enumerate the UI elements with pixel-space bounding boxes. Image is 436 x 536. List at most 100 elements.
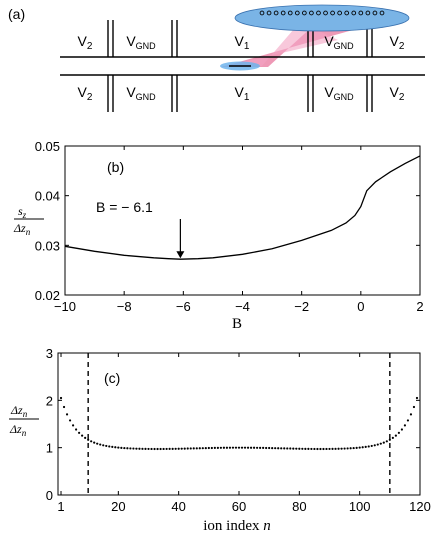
panel-c-point	[201, 447, 204, 450]
top-electrode-3-main: V	[235, 33, 245, 49]
bottom-electrode-1-main: V	[78, 84, 88, 100]
panel-c-point	[262, 446, 265, 450]
panel-c-xlabel-main: ion index	[203, 518, 263, 534]
panel-b-ticks: −10 −8 −6 −4 −2 0 2 0.02 0.03 0.04 0.05	[35, 139, 424, 314]
panel-c-point	[150, 447, 153, 451]
panel-c-point	[177, 447, 180, 450]
panel-b-ytick-label: 0.03	[35, 238, 60, 253]
panel-c-point	[307, 447, 310, 450]
panel-c-point	[213, 446, 216, 450]
panel-c-point	[349, 447, 352, 450]
panel-c-point	[243, 446, 247, 449]
bottom-electrode-5-main: V	[390, 84, 400, 100]
panel-b-ylabel-num: s	[18, 204, 23, 218]
panel-c-point	[147, 447, 150, 451]
laser-beam-inner	[225, 22, 338, 66]
panel-c-point	[310, 447, 313, 451]
panel-c-point	[156, 447, 159, 451]
panel-c-point	[222, 446, 226, 449]
panel-c-point	[382, 441, 385, 444]
top-electrode-5: V2	[390, 33, 405, 52]
panel-b-ytick-label: 0.04	[35, 189, 60, 204]
panel-c-ylabel-den: Δz	[9, 422, 22, 436]
panel-c-point	[186, 447, 189, 450]
ion-8	[309, 10, 314, 16]
panel-c-point	[117, 446, 120, 449]
bottom-electrode-4: VGND	[324, 84, 354, 102]
ion-15	[358, 10, 364, 16]
panel-c-point	[183, 447, 186, 450]
panel-c-point	[361, 446, 364, 449]
panel-c-point	[373, 444, 376, 447]
ion-2	[266, 10, 272, 16]
ion-9	[316, 10, 321, 16]
panel-c-xtick-label: 20	[111, 499, 125, 514]
panel-c-point	[195, 447, 198, 450]
ion-12	[337, 10, 342, 16]
panel-c-point	[385, 440, 388, 443]
panel-c-point	[111, 445, 114, 448]
panel-c-point	[343, 447, 346, 450]
panel-c-point	[71, 424, 75, 427]
top-electrode-labels: V2 VGND V1 VGND V2	[78, 33, 405, 52]
bottom-electrode-5: V2	[390, 84, 405, 103]
panel-c-point	[81, 434, 84, 437]
panel-c-xlabel: ion index n	[203, 518, 271, 534]
top-electrode-4-main: V	[324, 33, 334, 49]
bottom-separators	[107, 75, 373, 112]
top-electrode-2-main: V	[126, 33, 136, 49]
panel-c-point	[331, 447, 334, 450]
top-electrode-1: V2	[78, 33, 93, 52]
panel-c-xtick-label: 40	[171, 499, 185, 514]
panel-c-point	[252, 446, 256, 449]
panel-c-point	[301, 447, 304, 450]
panel-c-point	[207, 446, 210, 450]
panel-c-point	[90, 440, 93, 443]
bottom-electrode-3-main: V	[235, 84, 245, 100]
svg-text:sz: sz	[18, 204, 27, 220]
panel-b-ytick-label: 0.02	[35, 288, 60, 303]
panel-c-point	[129, 447, 132, 450]
panel-b-arrow	[176, 219, 185, 259]
panel-c-point	[126, 447, 129, 450]
panel-c-point	[292, 447, 295, 450]
panel-c-xtick-label: 60	[232, 499, 246, 514]
panel-c-xtick-label: 80	[292, 499, 306, 514]
ion-10	[323, 10, 328, 16]
panel-c-point	[370, 444, 373, 448]
panel-b-xtick-label: 2	[416, 299, 423, 314]
top-electrode-2-sub: GND	[136, 41, 157, 51]
panel-c-point	[59, 396, 63, 400]
bottom-electrode-labels: V2 VGND V1 VGND V2	[78, 84, 405, 103]
panel-c-point	[231, 446, 235, 449]
panel-c-point	[144, 447, 147, 450]
panel-c-ytick-label: 3	[46, 346, 53, 361]
ion-11	[330, 10, 335, 16]
panel-c-point	[84, 436, 87, 439]
panel-c-point	[171, 447, 174, 450]
panel-c-point	[204, 446, 207, 450]
panel-c-point	[75, 428, 78, 431]
bottom-electrode-4-main: V	[324, 84, 334, 100]
panel-c-point	[256, 446, 259, 449]
panel-c-point	[352, 446, 355, 450]
panel-c-point	[340, 447, 343, 450]
panel-b-ylabel-num-sub: z	[22, 210, 27, 220]
panel-c-point	[298, 447, 301, 450]
top-electrode-2: VGND	[126, 33, 156, 51]
panel-c-xtick-label: 1	[57, 499, 64, 514]
panel-c-point	[132, 447, 135, 450]
panel-c-point	[259, 446, 262, 449]
panel-c-point	[415, 396, 419, 400]
panel-c-point	[304, 447, 307, 450]
ion-chain-ellipse	[234, 4, 410, 32]
panel-b-xtick-label: −6	[176, 299, 191, 314]
top-electrode-1-sub: 2	[87, 41, 93, 52]
panel-c-vlines	[87, 353, 391, 495]
panel-c-xtick-label: 120	[409, 499, 431, 514]
ion-14	[351, 10, 357, 16]
top-electrode-3-sub: 1	[244, 41, 250, 52]
